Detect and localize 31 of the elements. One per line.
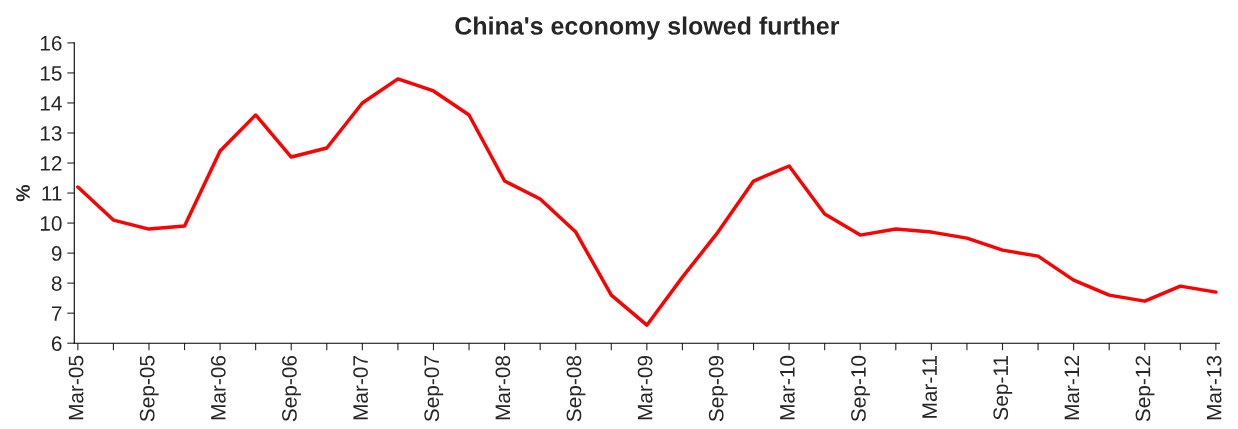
y-axis-title: % [16,184,30,202]
x-tick-label: Mar-11 [922,356,937,418]
x-tick-label: Mar-06 [210,355,226,420]
y-tick-label: 12 [40,156,62,171]
x-tick-label: Sep-08 [566,355,586,422]
x-tick-label: Sep-11 [993,356,1013,420]
x-tick-label: Sep-06 [282,355,301,422]
y-tick-label: 7 [51,306,62,321]
x-tick-label: Sep-09 [708,355,728,422]
x-tick-label: Sep-05 [139,355,159,422]
x-tick-label: Sep-07 [424,356,444,422]
x-tick-label: Mar-10 [779,355,795,420]
x-tick-label: Mar-12 [1064,356,1080,420]
line-series [76,77,1218,327]
y-tick-label: 10 [40,216,62,231]
chart-title: China's economy slowed further [455,16,840,40]
y-tick-label: 6 [51,336,62,351]
y-tick-label: 9 [51,246,62,261]
x-tick-label: Mar-09 [637,355,653,420]
x-tick-label: Mar-08 [495,355,511,420]
y-tick-label: 13 [40,125,62,141]
y-tick-label: 16 [40,35,62,51]
y-tick-label: 15 [40,66,62,81]
y-tick-label: 11 [42,186,62,201]
x-tick-label: Sep-12 [1135,356,1155,422]
y-tick-label: 8 [51,276,62,291]
x-tick-label: Mar-07 [353,356,368,420]
x-tick-label: Sep-10 [851,355,870,422]
x-tick-label: Mar-05 [68,355,84,420]
y-tick-label: 14 [40,96,62,111]
x-tick-label: Mar-13 [1206,355,1222,420]
